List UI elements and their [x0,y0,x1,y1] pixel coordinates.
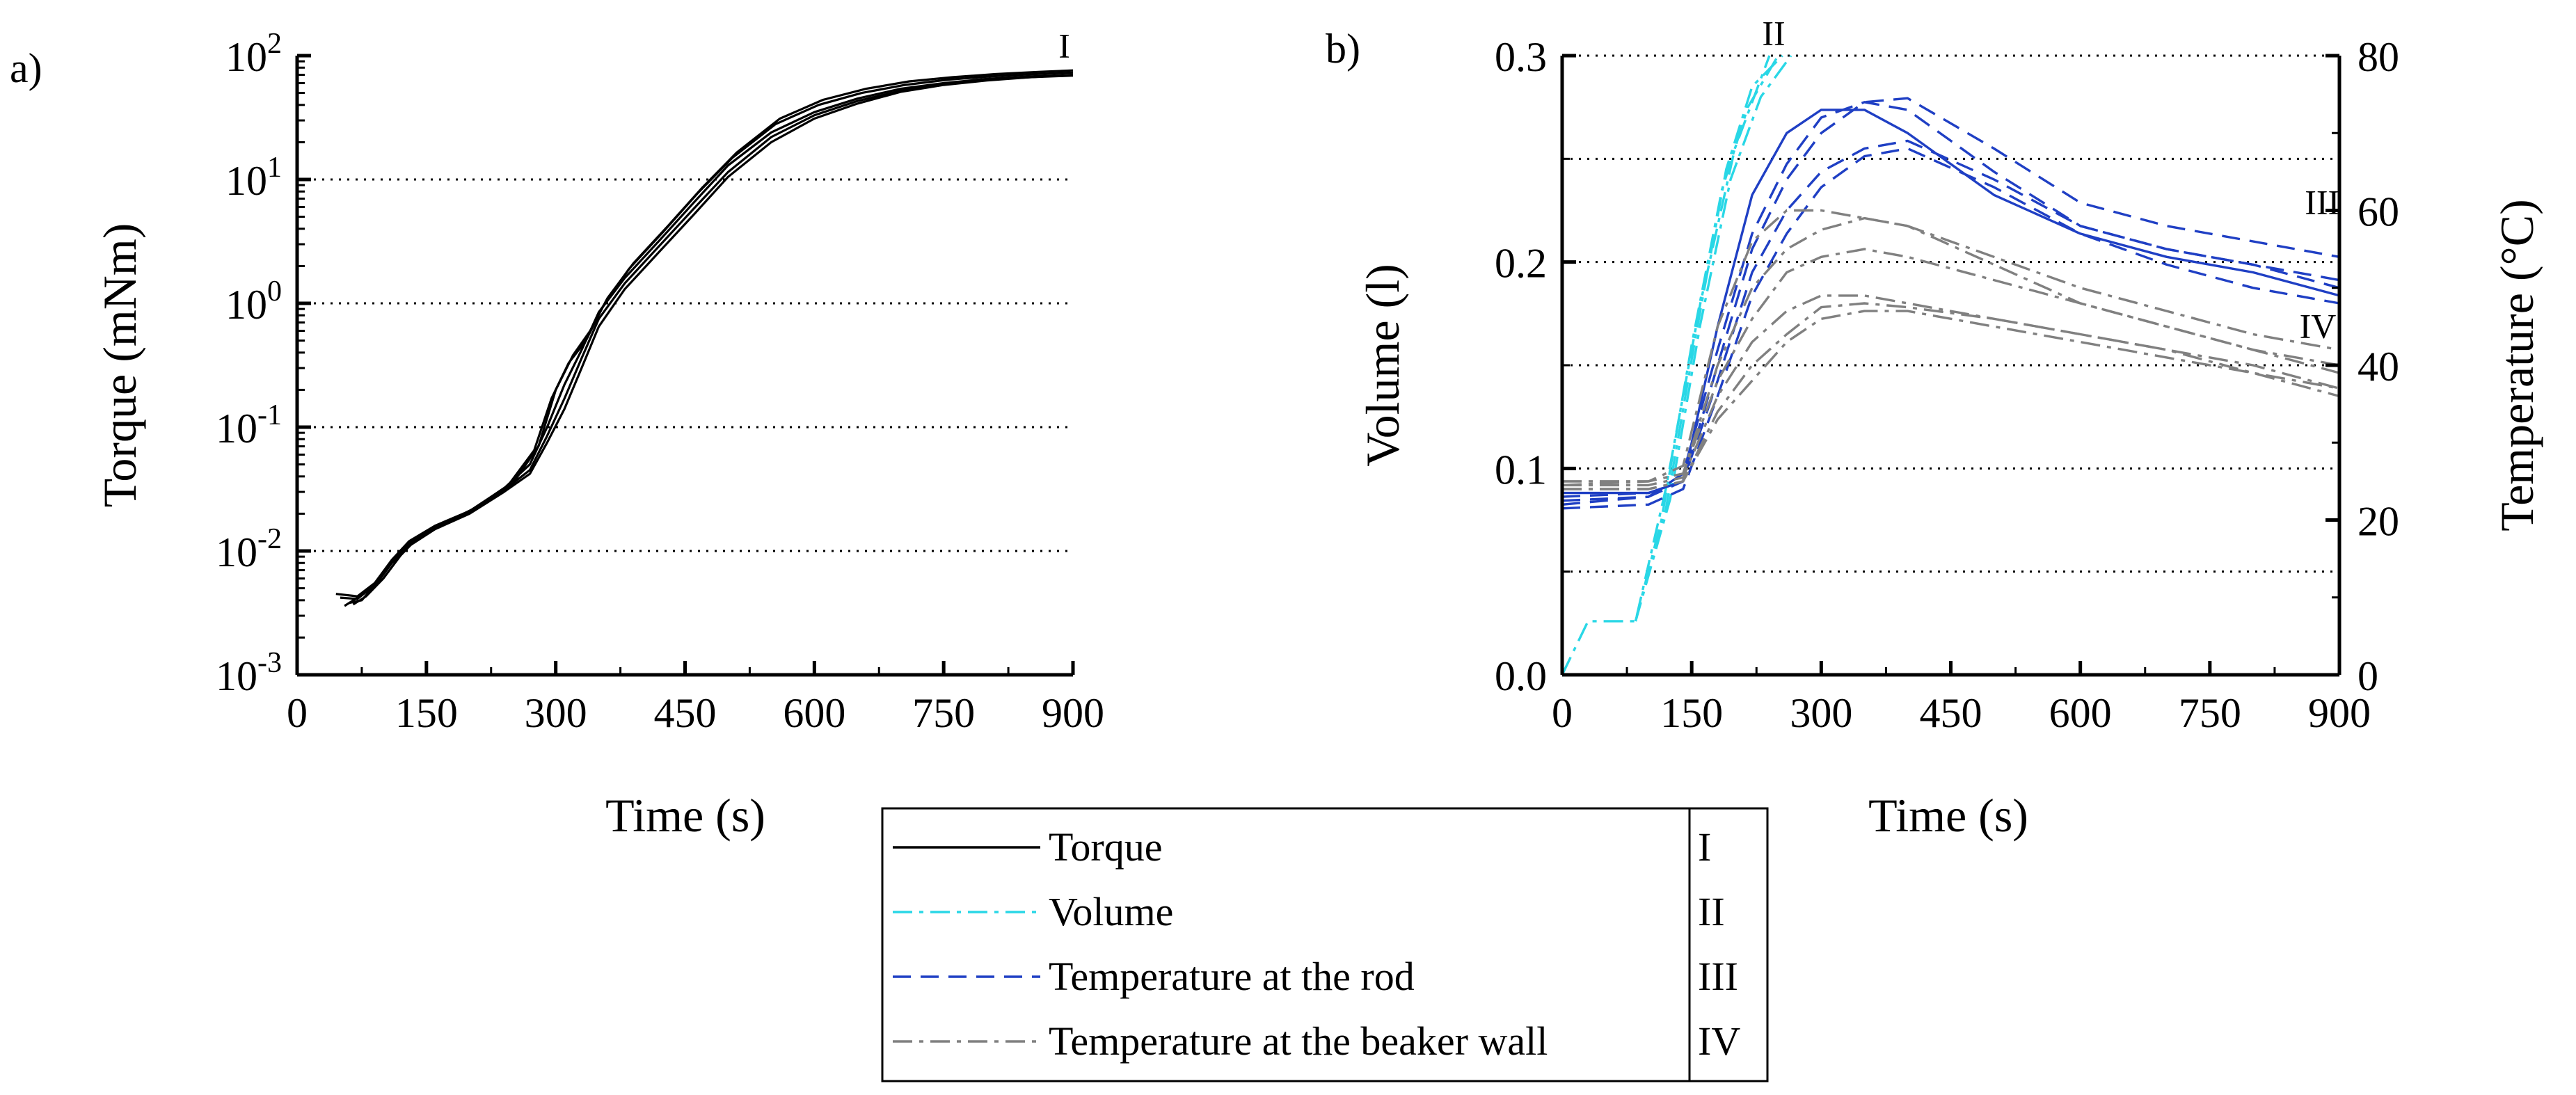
panel-b-x-tick-label: 450 [1920,690,1982,736]
panel-b-right-y-tick-label: 0 [2358,653,2378,699]
legend-label: Volume [1049,889,1173,934]
volume-series-line [1634,54,1783,622]
panel-b-series-group [1561,54,2340,676]
panel-b-curve-annotation: II [1762,13,1785,52]
volume-series-line [1561,55,1771,676]
panel-a-x-tick-label: 600 [783,690,845,736]
panel-b-left-y-tick-label: 0.2 [1495,241,1547,287]
panel-b-curve-annotation: III [2305,183,2339,222]
panel-a-x-tick-label: 150 [395,690,458,736]
panel-b-right-y-tick-label: 20 [2358,499,2399,545]
panel-a-gridlines [297,178,1073,552]
panel-b-left-y-axis-label: Volume (l) [1356,264,1409,467]
legend-roman-numeral: IV [1698,1018,1740,1064]
panel-a-x-tick-label: 300 [525,690,587,736]
legend-label: Torque [1049,824,1162,870]
panel-a-y-axis-label: Torque (mNm) [93,223,146,508]
panel-b-x-tick-label: 150 [1660,690,1723,736]
panel-a-annotations: I [1058,26,1070,65]
wall-temperature-series-line [1562,302,2340,490]
wall-temperature-series-line [1562,209,2340,483]
panel-b-right-y-ticks: 0 20 40 60 80 [2325,34,2399,699]
panel-a-x-tick-label: 900 [1042,690,1104,736]
panel-a-y-tick-label: 101 [225,152,282,204]
panel-b-x-axis-label: Time (s) [1868,789,2028,842]
legend-box [881,807,1769,1082]
panel-a-y-ticks: 10-3 10-2 10-1 100 101 102 [216,28,311,699]
panel-b-left-y-ticks: 0.0 0.1 0.2 0.3 [1495,34,1576,699]
panel-a-x-tick-label: 450 [654,690,717,736]
panel-a-series-group [335,69,1074,607]
panel-b-right-y-tick-label: 40 [2358,344,2399,390]
panel-b-right-y-tick-label: 60 [2358,189,2399,235]
panel-a-torque-chart: a) 0 150 300 450 600 750 900 10-310-210-110010… [10,26,1104,842]
panel-b-curve-annotation: IV [2300,307,2337,346]
panel-a-x-axis-label: Time (s) [605,789,765,842]
panel-a-curve-annotation: I [1058,26,1070,65]
panel-b-volume-temperature-chart: b) 0 150 300 450 600 750 900 0.0 0.1 0.2 0.3 0 20 4… [1326,13,2543,842]
panel-b-right-y-tick-label: 80 [2358,34,2399,80]
wall-temperature-series-line [1562,310,2340,490]
panel-a-x-ticks: 0 150 300 450 600 750 900 [287,661,1104,736]
panel-a-y-tick-label: 100 [225,275,282,328]
panel-b-left-y-tick-label: 0.1 [1495,447,1547,493]
panel-b-x-ticks: 0 150 300 450 600 750 900 [1552,661,2371,736]
torque-series-line [352,69,1074,606]
torque-series-line [344,74,1074,607]
panel-b-right-y-axis-label: Temperature (°C) [2490,199,2543,531]
rod-temperature-series-line [1561,139,2340,498]
legend-entries: Torque I Volume II Temperature at the rod III… [893,824,1740,1064]
panel-a-y-tick-label: 102 [225,28,282,80]
legend: Torque I Volume II Temperature at the rod III… [881,807,1769,1082]
legend-roman-numeral: II [1698,889,1725,934]
wall-temperature-series-line [1562,248,2340,483]
panel-a-y-tick-label: 10-1 [216,399,282,451]
panel-b-x-tick-label: 900 [2308,690,2371,736]
panel-b-left-y-tick-label: 0.3 [1495,34,1547,80]
torque-series-line [335,74,1074,598]
legend-roman-numeral: I [1698,824,1711,870]
torque-series-line [340,74,1074,600]
panel-a-y-tick-label: 10-2 [216,523,282,575]
panel-b-x-tick-label: 750 [2179,690,2241,736]
wall-temperature-series-line [1562,294,2340,487]
legend-label: Temperature at the beaker wall [1049,1018,1548,1064]
panel-b-left-y-tick-label: 0.0 [1495,653,1547,699]
legend-label: Temperature at the rod [1049,954,1415,999]
rod-temperature-series-line [1561,147,2340,510]
panel-a-y-tick-label: 10-3 [216,647,282,699]
torque-series-line [348,71,1074,605]
panel-b-x-tick-label: 600 [2049,690,2112,736]
panel-a-label: a) [10,45,42,91]
volume-series-line [1634,54,1792,622]
panel-b-x-tick-label: 0 [1552,690,1573,736]
panel-a-x-tick-label: 750 [912,690,975,736]
volume-series-line [1634,55,1779,622]
legend-roman-numeral: III [1698,954,1738,999]
panel-b-label: b) [1326,26,1360,72]
panel-a-x-tick-label: 0 [287,690,308,736]
rod-temperature-series-line [1561,101,2340,506]
panel-b-x-tick-label: 300 [1790,690,1852,736]
